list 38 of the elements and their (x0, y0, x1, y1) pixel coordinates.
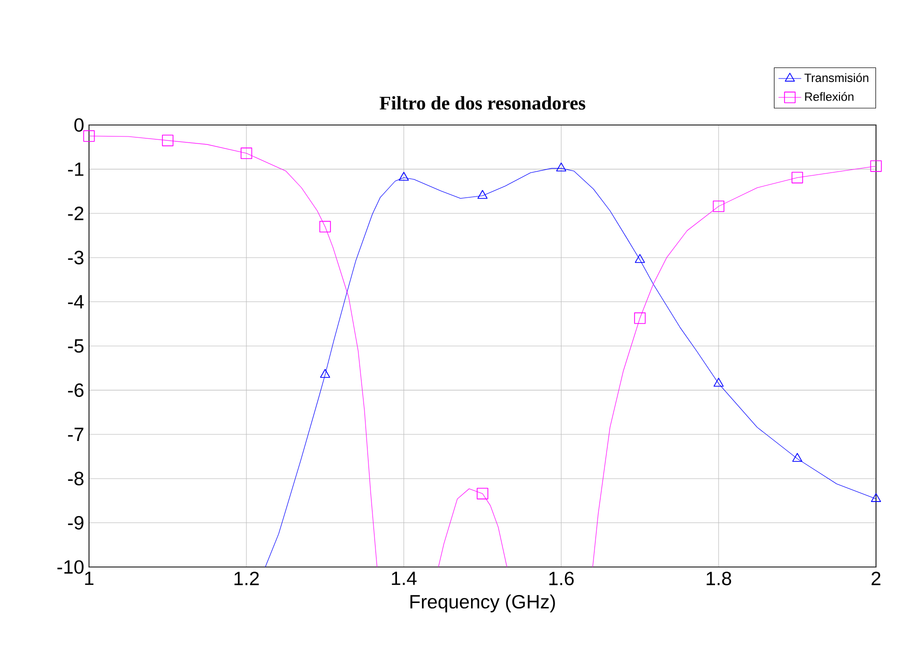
point (634, 312, 646, 324)
y-tick-label: -5 (68, 339, 84, 353)
y-tick-label: -6 (68, 383, 84, 397)
x-axis-title: Frequency (GHz) (410, 594, 555, 612)
point (398, 172, 409, 181)
point (792, 172, 804, 184)
point (714, 378, 724, 387)
point (319, 220, 331, 232)
point (240, 148, 252, 160)
x-tick-label: 1 (85, 572, 94, 585)
point (556, 162, 566, 172)
chart-title: Filtro de dos resonadores (380, 96, 586, 110)
point (83, 130, 95, 142)
y-tick-label: 0 (74, 118, 84, 132)
point (712, 200, 724, 212)
x-tick-label: 1.6 (549, 572, 574, 586)
y-tick-label: -2 (68, 206, 84, 220)
y-tick-label: -7 (68, 428, 84, 441)
x-tick-label: 1.8 (706, 572, 732, 586)
y-tick-label: -3 (68, 250, 84, 264)
x-tick-label: 2 (872, 572, 880, 586)
point (870, 160, 882, 172)
y-tick-label: -1 (68, 162, 84, 176)
point (320, 368, 330, 378)
x-tick-label: 1.2 (234, 572, 259, 586)
point (792, 452, 802, 462)
legend-label: Reflexión (805, 92, 854, 101)
point (476, 488, 488, 500)
y-tick-label: -9 (68, 516, 84, 530)
point (477, 190, 488, 199)
point (162, 134, 174, 146)
point (634, 254, 645, 263)
y-tick-label: -8 (68, 472, 84, 486)
legend-label: Transmisión (804, 73, 868, 82)
y-tick-label: -4 (68, 295, 84, 308)
x-tick-label: 1.4 (392, 572, 417, 585)
y-tick-label: -10 (57, 560, 84, 574)
point (870, 493, 882, 502)
